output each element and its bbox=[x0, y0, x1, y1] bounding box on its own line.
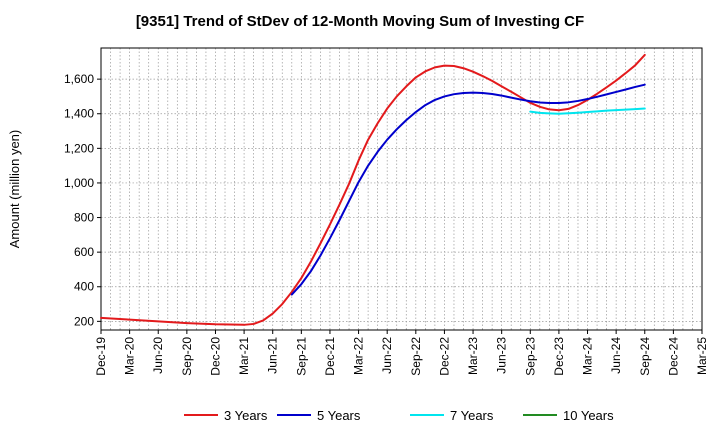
x-tick-label: Jun-23 bbox=[495, 337, 509, 374]
x-tick-label: Sep-22 bbox=[409, 337, 423, 376]
y-tick-label: 1,600 bbox=[64, 72, 94, 86]
x-axis: Dec-19 Mar-20 Jun-20 Sep-20 Dec-20 Mar-21 Jun-… bbox=[94, 330, 709, 376]
x-tick-label: Mar-24 bbox=[581, 337, 595, 375]
legend: 3 Years 5 Years 7 Years 10 Years bbox=[184, 408, 614, 423]
x-tick-label: Dec-22 bbox=[437, 337, 451, 376]
y-tick-label: 1,400 bbox=[64, 107, 94, 121]
x-tick-label: Mar-20 bbox=[123, 337, 137, 375]
x-tick-label: Sep-20 bbox=[180, 337, 194, 376]
x-tick-label: Dec-19 bbox=[94, 337, 108, 376]
y-tick-label: 800 bbox=[74, 211, 94, 225]
y-tick-label: 600 bbox=[74, 245, 94, 259]
plot-area bbox=[100, 47, 703, 331]
x-tick-label: Dec-20 bbox=[208, 337, 222, 376]
y-axis-label: Amount (million yen) bbox=[7, 130, 22, 249]
series-line-3-years bbox=[100, 53, 646, 326]
y-tick-label: 400 bbox=[74, 280, 94, 294]
y-axis: 200 400 600 800 1,000 1,200 1,400 1,600 bbox=[64, 72, 101, 328]
grid bbox=[101, 48, 702, 330]
x-tick-label: Dec-23 bbox=[552, 337, 566, 376]
x-tick-label: Sep-21 bbox=[294, 337, 308, 376]
x-tick-label: Jun-24 bbox=[609, 337, 623, 374]
series-line-5-years bbox=[290, 83, 646, 296]
x-tick-label: Mar-22 bbox=[352, 337, 366, 375]
y-tick-label: 1,000 bbox=[64, 176, 94, 190]
legend-label-5-years: 5 Years bbox=[317, 408, 361, 423]
x-tick-label: Jun-20 bbox=[151, 337, 165, 374]
x-tick-label: Dec-21 bbox=[323, 337, 337, 376]
x-tick-label: Jun-21 bbox=[266, 337, 280, 374]
x-tick-label: Dec-24 bbox=[666, 337, 680, 376]
legend-label-7-years: 7 Years bbox=[450, 408, 494, 423]
x-tick-label: Sep-23 bbox=[523, 337, 537, 376]
x-tick-label: Jun-22 bbox=[380, 337, 394, 374]
y-tick-label: 200 bbox=[74, 314, 94, 328]
x-tick-label: Sep-24 bbox=[638, 337, 652, 376]
x-tick-label: Mar-23 bbox=[466, 337, 480, 375]
chart-title: [9351] Trend of StDev of 12-Month Moving… bbox=[136, 13, 584, 30]
x-tick-label: Mar-25 bbox=[695, 337, 709, 375]
x-tick-label: Mar-21 bbox=[237, 337, 251, 375]
series-group bbox=[100, 53, 646, 326]
legend-label-10-years: 10 Years bbox=[563, 408, 614, 423]
legend-label-3-years: 3 Years bbox=[224, 408, 268, 423]
series-line-7-years bbox=[529, 107, 646, 115]
y-tick-label: 1,200 bbox=[64, 141, 94, 155]
